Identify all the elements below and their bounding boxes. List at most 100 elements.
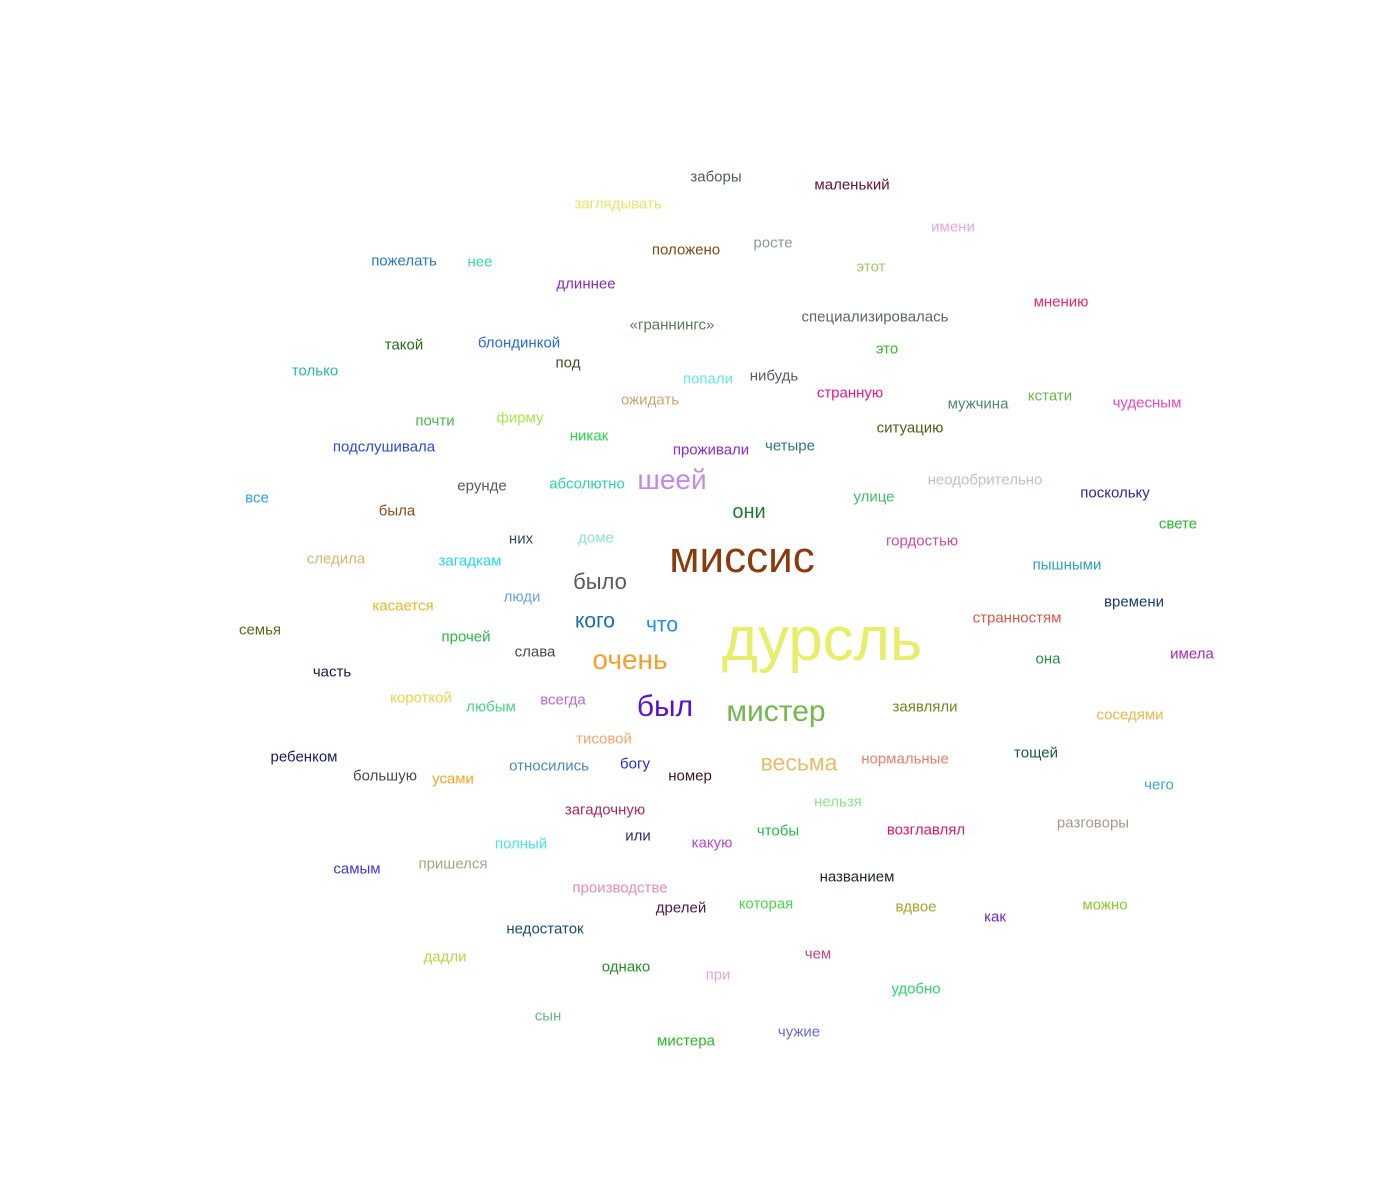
cloud-word: богу [620, 755, 650, 773]
cloud-word: было [573, 569, 627, 594]
cloud-word: блондинкой [477, 334, 561, 352]
cloud-word: дрелей [655, 899, 707, 917]
cloud-word: ерунде [457, 477, 507, 495]
cloud-word: положено [651, 241, 721, 259]
cloud-word: это [875, 340, 899, 358]
cloud-word: попали [682, 370, 734, 388]
cloud-word: нельзя [814, 793, 862, 811]
cloud-word: большую [353, 767, 417, 785]
cloud-word: загадкам [438, 552, 502, 570]
cloud-word: недостаток [506, 920, 584, 938]
cloud-word: однако [601, 958, 651, 976]
cloud-word: ситуацию [876, 419, 944, 437]
cloud-word: прочей [441, 628, 491, 646]
cloud-word: росте [753, 234, 793, 252]
cloud-word: разговоры [1056, 814, 1130, 832]
cloud-word: чтобы [756, 822, 800, 840]
cloud-word: заявляли [892, 698, 958, 716]
cloud-word: сын [534, 1007, 562, 1025]
cloud-word: ожидать [620, 391, 680, 409]
cloud-word: часть [312, 663, 352, 681]
cloud-word: чудесным [1112, 394, 1182, 412]
cloud-word: семья [238, 621, 282, 639]
cloud-word: длиннее [556, 275, 616, 293]
cloud-word: весьма [760, 749, 838, 776]
cloud-word: они [732, 501, 766, 523]
cloud-word: мнению [1033, 293, 1089, 311]
cloud-word: очень [592, 644, 668, 675]
cloud-word: четыре [765, 437, 815, 455]
cloud-word: «граннингс» [629, 316, 715, 334]
cloud-word: нее [467, 253, 493, 271]
cloud-word: соседями [1096, 706, 1164, 724]
cloud-word: была [378, 502, 416, 520]
cloud-word: миссис [669, 533, 815, 582]
cloud-word: чужие [777, 1023, 821, 1041]
cloud-word: маленький [814, 176, 890, 194]
cloud-word: никак [569, 427, 609, 445]
cloud-word: этот [856, 258, 886, 276]
cloud-word: при [705, 966, 731, 984]
cloud-word: короткой [390, 689, 452, 707]
cloud-word: загадочную [564, 801, 646, 819]
cloud-word: она [1035, 650, 1061, 668]
cloud-word: нибудь [749, 367, 799, 385]
cloud-word: дадли [423, 948, 467, 966]
cloud-word: под [555, 354, 581, 372]
cloud-word: что [645, 613, 679, 637]
cloud-word: усами [432, 770, 474, 788]
cloud-word: или [625, 827, 651, 845]
cloud-word: полный [494, 835, 548, 853]
cloud-word: шеей [637, 464, 707, 495]
cloud-word: мистер [726, 695, 826, 728]
cloud-word: вдвое [895, 898, 937, 916]
cloud-word: кого [575, 609, 615, 633]
cloud-word: можно [1082, 896, 1128, 914]
cloud-word: производстве [572, 879, 668, 897]
cloud-word: заглядывать [574, 195, 662, 213]
cloud-word: которая [738, 895, 794, 913]
cloud-word: только [291, 362, 339, 380]
cloud-word: специализировалась [801, 308, 949, 326]
cloud-word: имела [1170, 645, 1214, 663]
cloud-word: все [245, 489, 269, 507]
cloud-word: почти [415, 412, 455, 430]
cloud-word: неодобрительно [927, 471, 1043, 489]
cloud-word: фирму [496, 409, 544, 427]
cloud-word: удобно [891, 980, 941, 998]
cloud-word: был [636, 690, 694, 723]
cloud-word: странностям [972, 609, 1062, 627]
cloud-word: ребенком [270, 748, 338, 766]
cloud-word: как [984, 908, 1006, 926]
cloud-word: чего [1144, 776, 1174, 794]
cloud-word: слава [514, 643, 556, 661]
cloud-word: проживали [672, 441, 750, 459]
cloud-word: пришелся [418, 855, 488, 873]
cloud-word: люди [503, 588, 541, 606]
cloud-word: мужчина [947, 395, 1009, 413]
cloud-word: названием [819, 868, 895, 886]
cloud-word: такой [384, 336, 424, 354]
cloud-word: подслушивала [332, 438, 436, 456]
cloud-word: поскольку [1080, 484, 1150, 502]
cloud-word: пышными [1032, 556, 1102, 574]
cloud-word: какую [691, 834, 733, 852]
cloud-word: абсолютно [549, 475, 625, 493]
cloud-word: гордостью [885, 532, 959, 550]
cloud-word: всегда [540, 691, 586, 709]
cloud-word: заборы [690, 168, 742, 186]
cloud-word: тисовой [576, 730, 632, 748]
cloud-word: следила [306, 550, 366, 568]
cloud-word: самым [333, 860, 381, 878]
cloud-word: пожелать [371, 252, 437, 270]
cloud-word: улице [853, 488, 895, 506]
cloud-word: тощей [1014, 744, 1058, 762]
cloud-word: дурсль [721, 605, 923, 674]
cloud-word: времени [1104, 593, 1164, 611]
cloud-word: них [508, 530, 534, 548]
cloud-word: кстати [1027, 387, 1073, 405]
cloud-word: мистера [657, 1032, 715, 1050]
cloud-word: чем [804, 945, 832, 963]
cloud-word: номер [668, 767, 712, 785]
